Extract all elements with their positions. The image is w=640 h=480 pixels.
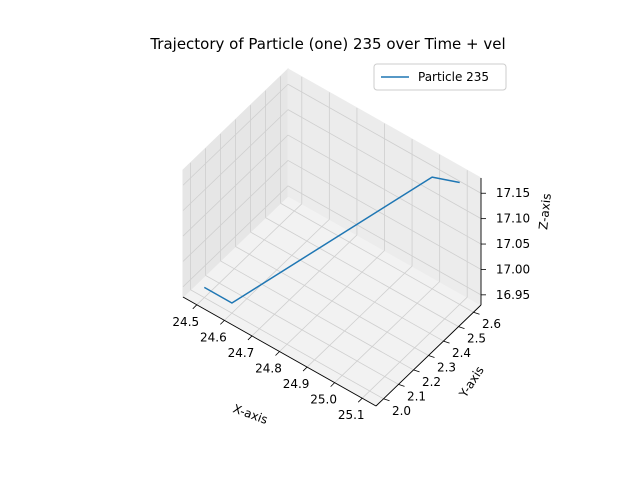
grid-line-z-left (182, 134, 289, 237)
x-axis-label: X-axis (231, 402, 270, 427)
grid-line-z-back (287, 160, 482, 270)
y-tick-label: 2.6 (482, 317, 501, 331)
x-tick-mark (247, 335, 253, 341)
x-tick-mark (220, 320, 225, 325)
x-tick-mark (275, 351, 280, 356)
y-tick-label: 2.0 (392, 404, 411, 418)
grid-line-y-floor (220, 260, 414, 371)
series-group (203, 176, 460, 304)
z-axis-label: Z-axis (536, 193, 554, 231)
chart-title: Trajectory of Particle (one) 235 over Ti… (149, 35, 505, 53)
x-tick-label: 24.5 (172, 315, 199, 329)
x-tick-label: 25.1 (338, 408, 365, 422)
z-tick-label: 17.10 (496, 212, 530, 226)
y-tick-mark (458, 326, 465, 330)
grid-line-y-floor (280, 202, 474, 313)
grid-line-y-floor (205, 275, 399, 385)
y-axis-label: Y-axis (456, 364, 487, 401)
grid-line-z-left (182, 160, 289, 262)
x-tick-label: 24.7 (228, 346, 255, 360)
y-tick-label: 2.1 (407, 389, 426, 403)
z-tick-label: 17.00 (496, 262, 530, 276)
x-tick-label: 24.8 (255, 362, 282, 376)
x-tick-label: 25.0 (310, 393, 337, 407)
grid-line-y-floor (235, 246, 429, 356)
series-line-0 (203, 176, 460, 304)
y-tick-mark (413, 369, 420, 373)
y-tick-mark (443, 340, 450, 344)
x-tick-label: 24.6 (200, 330, 227, 344)
y-tick-mark (428, 355, 435, 358)
tick-labels: 24.524.624.724.824.925.025.1 2.02.12.22.3… (172, 186, 530, 422)
grid-line-z-back (287, 185, 482, 296)
grid-line-z-left (182, 185, 289, 288)
x-tick-mark (357, 397, 363, 403)
z-tick-label: 16.95 (496, 288, 530, 302)
x-tick-label: 24.9 (283, 377, 310, 391)
y-tick-mark (383, 398, 390, 402)
x-tick-mark (330, 382, 335, 387)
x-tick-mark (192, 304, 198, 310)
grid-lines (182, 76, 482, 400)
grid-line-z-back (287, 109, 482, 219)
legend: Particle 235 (373, 63, 507, 91)
y-tick-label: 2.4 (452, 346, 471, 360)
grid-line-z-left (182, 109, 289, 211)
z-tick-label: 17.15 (496, 186, 530, 200)
grid-line-z-left (182, 83, 289, 186)
y-tick-mark (473, 311, 480, 315)
legend-entry-label: Particle 235 (418, 70, 489, 84)
y-tick-label: 2.3 (437, 361, 456, 375)
grid-line-z-back (287, 83, 482, 194)
grid-line-y-floor (190, 289, 384, 400)
x-tick-mark (302, 366, 308, 372)
z-tick-label: 17.05 (496, 237, 530, 251)
grid-line-y-floor (250, 231, 444, 342)
y-tick-label: 2.5 (467, 332, 486, 346)
legend-frame (373, 63, 507, 91)
grid-line-z-back (287, 134, 482, 245)
y-tick-label: 2.2 (422, 375, 441, 389)
y-tick-mark (398, 383, 405, 387)
grid-line-y-floor (265, 217, 459, 327)
